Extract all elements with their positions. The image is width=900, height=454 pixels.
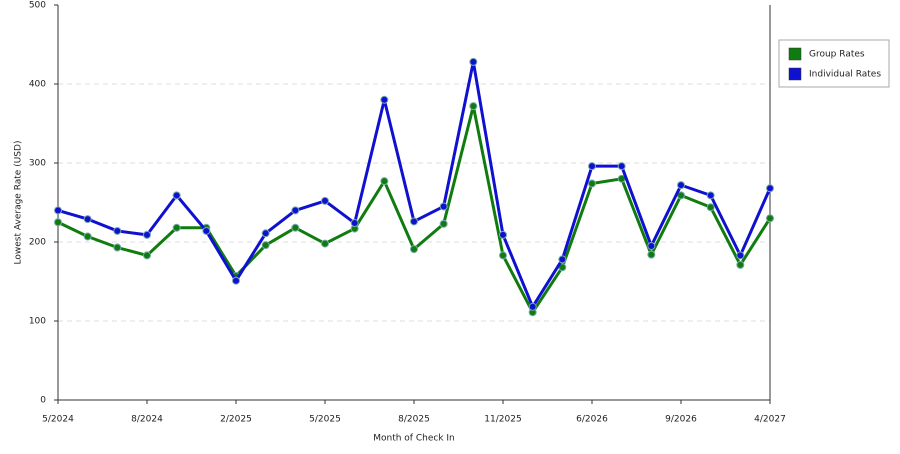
- data-point: [706, 191, 715, 200]
- data-point: [617, 162, 626, 171]
- data-point: [350, 219, 359, 228]
- x-tick-label: 9/2026: [665, 415, 697, 425]
- data-point: [143, 251, 151, 260]
- data-point: [588, 162, 596, 171]
- data-point: [113, 226, 122, 235]
- y-tick-label: 500: [29, 1, 46, 11]
- data-point: [83, 215, 92, 224]
- x-tick-label: 4/2027: [754, 415, 786, 425]
- data-point: [410, 245, 418, 254]
- x-tick-label: 8/2025: [398, 415, 430, 425]
- data-point: [528, 302, 537, 311]
- y-tick-label: 400: [29, 80, 46, 90]
- data-point: [736, 260, 745, 269]
- y-tick-label: 200: [29, 238, 46, 248]
- data-point: [172, 191, 181, 200]
- data-point: [54, 206, 62, 215]
- series-line: [57, 60, 772, 309]
- data-point: [143, 230, 151, 239]
- data-point: [736, 251, 745, 260]
- y-tick-label: 300: [29, 159, 46, 169]
- x-tick-label: 5/2024: [42, 415, 74, 425]
- data-point: [380, 177, 389, 186]
- data-point: [261, 229, 270, 238]
- y-tick-label: 0: [40, 396, 46, 406]
- data-point: [469, 102, 478, 111]
- legend-swatch: [788, 67, 802, 81]
- legend-label: Individual Rates: [809, 70, 881, 80]
- data-point: [439, 202, 448, 211]
- data-point: [291, 223, 300, 232]
- data-point: [558, 255, 567, 264]
- legend-swatch: [788, 47, 802, 61]
- data-point: [83, 232, 92, 241]
- data-point: [647, 250, 656, 259]
- data-point: [321, 196, 329, 205]
- data-point: [261, 241, 270, 250]
- data-point: [291, 206, 300, 215]
- data-point: [232, 276, 240, 285]
- data-point: [410, 217, 418, 226]
- data-point: [380, 95, 389, 104]
- y-axis-label: Lowest Average Rate (USD): [14, 141, 24, 265]
- data-point: [439, 219, 448, 228]
- data-point: [766, 214, 774, 223]
- data-point: [706, 203, 715, 212]
- data-point: [469, 57, 478, 66]
- x-tick-label: 6/2026: [576, 415, 608, 425]
- x-tick-label: 2/2025: [220, 415, 252, 425]
- x-tick-label: 11/2025: [484, 415, 521, 425]
- data-point: [647, 241, 656, 250]
- data-point: [54, 218, 62, 227]
- data-point: [766, 184, 774, 193]
- data-point: [202, 226, 211, 235]
- x-tick-label: 5/2025: [309, 415, 341, 425]
- legend-label: Group Rates: [809, 50, 865, 60]
- data-point: [499, 251, 507, 260]
- y-tick-label: 100: [29, 317, 46, 327]
- x-tick-label: 8/2024: [131, 415, 163, 425]
- data-point: [677, 181, 685, 190]
- data-point: [499, 230, 507, 239]
- x-axis-label: Month of Check In: [373, 434, 455, 444]
- data-point: [172, 223, 181, 232]
- data-point: [321, 239, 329, 248]
- data-point: [588, 179, 596, 188]
- data-point: [113, 243, 122, 252]
